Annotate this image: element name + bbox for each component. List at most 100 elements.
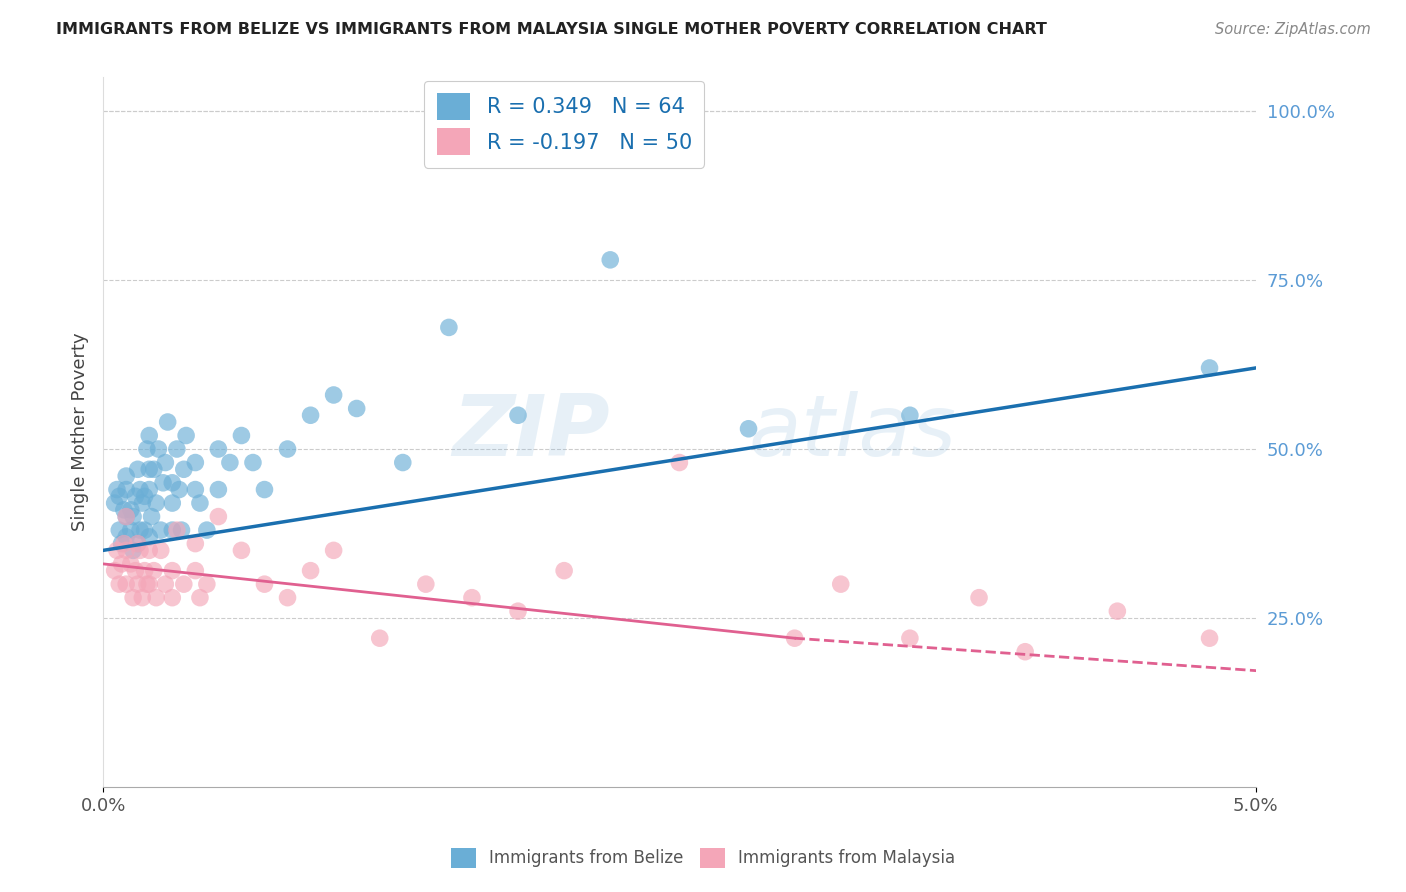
Point <box>129 543 152 558</box>
Point <box>299 409 322 423</box>
Point <box>783 631 806 645</box>
Point <box>127 462 149 476</box>
Point <box>368 631 391 645</box>
Point <box>134 564 156 578</box>
Point <box>155 577 177 591</box>
Point <box>135 577 157 591</box>
Point <box>195 577 218 591</box>
Point <box>162 475 184 490</box>
Point <box>120 503 142 517</box>
Point <box>162 591 184 605</box>
Point <box>207 442 229 456</box>
Point <box>1107 604 1129 618</box>
Point <box>124 564 146 578</box>
Point <box>391 456 413 470</box>
Point <box>322 543 344 558</box>
Point <box>115 543 138 558</box>
Point <box>437 320 460 334</box>
Point <box>1198 631 1220 645</box>
Point <box>138 428 160 442</box>
Point <box>122 543 145 558</box>
Point <box>129 483 152 497</box>
Point <box>105 543 128 558</box>
Point <box>184 456 207 470</box>
Point <box>277 442 299 456</box>
Y-axis label: Single Mother Poverty: Single Mother Poverty <box>72 333 89 532</box>
Point <box>184 536 207 550</box>
Point <box>110 536 132 550</box>
Point <box>148 442 170 456</box>
Point <box>138 577 160 591</box>
Point <box>1198 361 1220 376</box>
Point <box>231 543 253 558</box>
Point <box>167 483 190 497</box>
Point <box>346 401 368 416</box>
Point <box>242 456 264 470</box>
Point <box>115 577 138 591</box>
Point <box>152 475 174 490</box>
Point <box>108 577 131 591</box>
Point <box>108 489 131 503</box>
Point <box>134 489 156 503</box>
Point <box>184 483 207 497</box>
Point <box>668 456 690 470</box>
Point <box>127 577 149 591</box>
Point <box>149 523 172 537</box>
Point <box>104 496 127 510</box>
Point <box>506 409 529 423</box>
Point <box>115 509 138 524</box>
Point <box>299 564 322 578</box>
Point <box>112 536 135 550</box>
Point <box>898 631 921 645</box>
Point <box>120 557 142 571</box>
Point <box>170 523 193 537</box>
Point <box>830 577 852 591</box>
Point <box>188 496 211 510</box>
Point <box>108 523 131 537</box>
Point <box>142 564 165 578</box>
Point <box>115 530 138 544</box>
Point <box>115 509 138 524</box>
Point <box>104 564 127 578</box>
Point <box>131 591 153 605</box>
Point <box>124 489 146 503</box>
Point <box>277 591 299 605</box>
Point <box>162 496 184 510</box>
Point <box>127 536 149 550</box>
Text: atlas: atlas <box>748 391 956 474</box>
Point <box>138 543 160 558</box>
Point <box>898 409 921 423</box>
Point <box>219 456 242 470</box>
Point <box>162 523 184 537</box>
Point <box>112 503 135 517</box>
Point <box>127 536 149 550</box>
Point <box>129 523 152 537</box>
Point <box>138 530 160 544</box>
Point <box>162 564 184 578</box>
Point <box>145 591 167 605</box>
Point <box>188 591 211 605</box>
Point <box>134 523 156 537</box>
Point <box>155 456 177 470</box>
Point <box>115 483 138 497</box>
Point <box>173 577 195 591</box>
Point <box>141 509 163 524</box>
Point <box>207 509 229 524</box>
Point <box>231 428 253 442</box>
Point <box>138 483 160 497</box>
Point <box>145 496 167 510</box>
Point <box>506 604 529 618</box>
Text: Source: ZipAtlas.com: Source: ZipAtlas.com <box>1215 22 1371 37</box>
Point <box>322 388 344 402</box>
Text: IMMIGRANTS FROM BELIZE VS IMMIGRANTS FROM MALAYSIA SINGLE MOTHER POVERTY CORRELA: IMMIGRANTS FROM BELIZE VS IMMIGRANTS FRO… <box>56 22 1047 37</box>
Point <box>1014 645 1036 659</box>
Legend: R = 0.349   N = 64, R = -0.197   N = 50: R = 0.349 N = 64, R = -0.197 N = 50 <box>425 81 704 168</box>
Legend: Immigrants from Belize, Immigrants from Malaysia: Immigrants from Belize, Immigrants from … <box>444 841 962 875</box>
Point <box>135 442 157 456</box>
Point <box>415 577 437 591</box>
Point <box>184 564 207 578</box>
Point <box>253 577 276 591</box>
Point <box>166 442 188 456</box>
Point <box>253 483 276 497</box>
Point <box>174 428 197 442</box>
